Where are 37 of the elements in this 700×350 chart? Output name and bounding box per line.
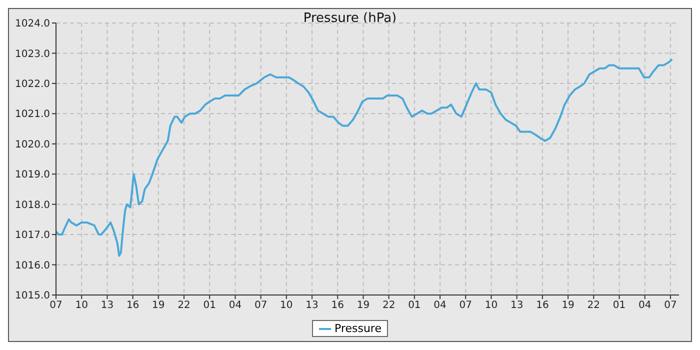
y-tick-label: 1024.0 — [15, 18, 50, 30]
y-tick-label: 1017.0 — [15, 230, 50, 242]
y-tick-label: 1016.0 — [15, 260, 50, 272]
x-tick-label: 04 — [638, 300, 652, 312]
x-tick-label: 10 — [484, 300, 498, 312]
x-tick-label: 01 — [408, 300, 421, 312]
y-tick-label: 1018.0 — [15, 200, 50, 211]
x-tick-label: 07 — [254, 300, 268, 312]
legend-label: Pressure — [334, 322, 382, 335]
y-tick-label: 1022.0 — [15, 78, 50, 90]
x-tick-label: 16 — [126, 300, 140, 312]
x-tick-label: 04 — [434, 300, 446, 312]
x-tick-label: 16 — [331, 300, 344, 312]
x-tick-label: 22 — [382, 300, 396, 312]
x-tick-label: 13 — [306, 300, 318, 312]
y-tick-label: 1021.0 — [15, 109, 50, 120]
x-tick-label: 22 — [587, 300, 600, 312]
x-tick-label: 19 — [356, 300, 370, 312]
x-tick-label: 13 — [510, 300, 524, 312]
x-tick-label: 22 — [178, 300, 190, 312]
x-tick-label: 16 — [536, 300, 549, 312]
x-tick-label: 19 — [562, 300, 574, 312]
x-tick-label: 13 — [100, 300, 114, 312]
x-tick-label: 07 — [50, 300, 62, 312]
x-tick-label: 07 — [664, 300, 677, 312]
y-tick-label: 1023.0 — [15, 48, 50, 60]
x-tick-label: 01 — [612, 300, 626, 312]
x-tick-label: 10 — [75, 300, 88, 312]
x-tick-label: 10 — [280, 300, 293, 312]
chart-title: Pressure (hPa) — [303, 11, 397, 26]
x-tick-label: 01 — [203, 300, 216, 312]
x-tick-label: 19 — [152, 300, 165, 312]
y-tick-label: 1019.0 — [15, 170, 50, 181]
x-tick-label: 07 — [459, 300, 472, 312]
y-tick-label: 1020.0 — [15, 139, 50, 150]
y-tick-label: 1015.0 — [15, 290, 50, 302]
x-tick-label: 04 — [228, 300, 242, 312]
